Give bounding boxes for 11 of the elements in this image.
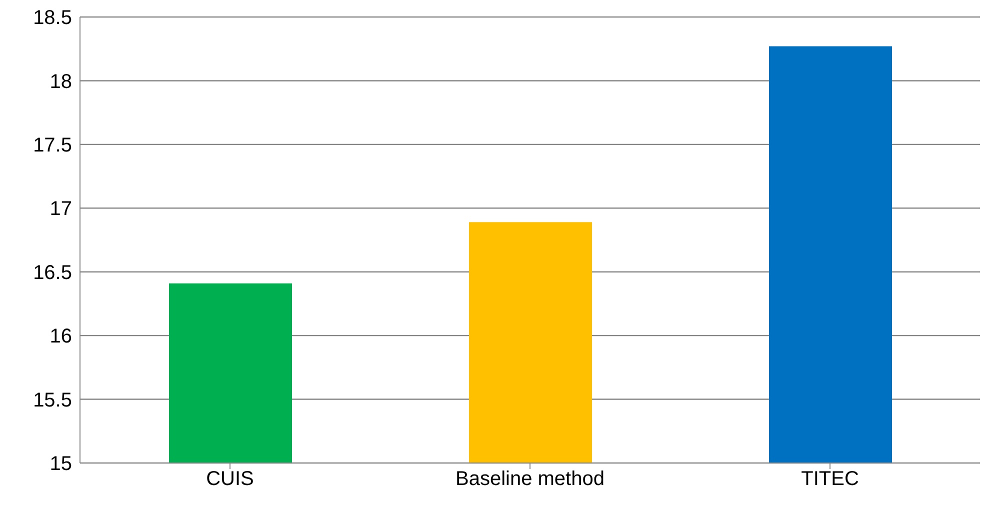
y-tick-label: 15 — [50, 453, 72, 476]
x-tick-label: TITEC — [801, 468, 859, 490]
y-tick-label: 16 — [50, 326, 72, 348]
y-tick-label: 18 — [50, 70, 72, 93]
y-tick-label: 16.5 — [33, 262, 72, 284]
x-tick-label: Baseline method — [456, 468, 604, 490]
y-tick-label: 17 — [50, 198, 72, 220]
y-tick-label: 15.5 — [33, 389, 72, 412]
x-tick-label: CUIS — [206, 468, 254, 490]
y-tick-label: 17.5 — [33, 134, 72, 157]
y-tick-label: 18.5 — [33, 7, 72, 30]
